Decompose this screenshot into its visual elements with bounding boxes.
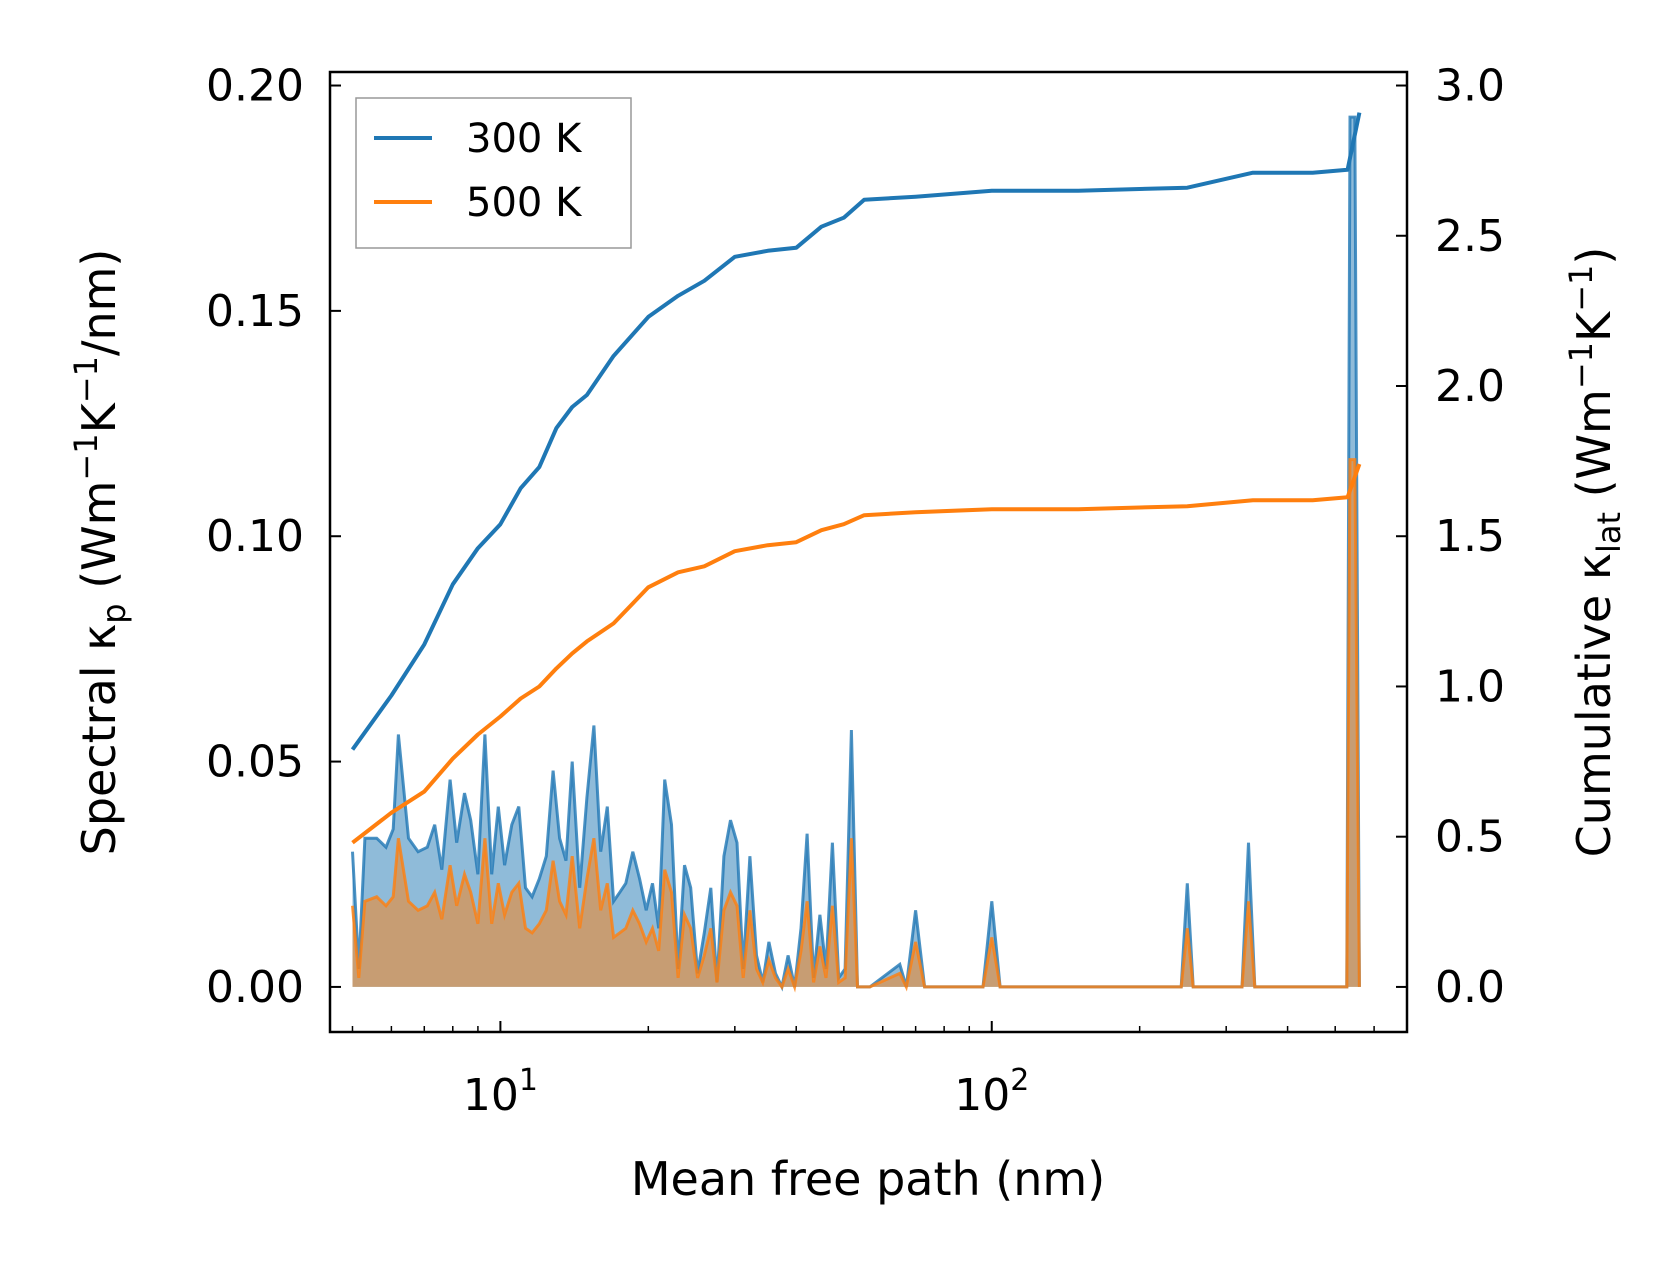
x-tick-label: 102 bbox=[954, 1063, 1029, 1121]
y-axis-label-left: Spectral κp (Wm−1K−1/nm) bbox=[67, 249, 133, 856]
left-tick-label: 0.20 bbox=[206, 61, 304, 112]
spectral-line-500k bbox=[351, 458, 1361, 993]
x-tick-label: 101 bbox=[463, 1063, 538, 1121]
spectral-area-500k bbox=[352, 459, 1360, 987]
left-tick-label: 0.15 bbox=[206, 286, 304, 337]
cumulative-line-300k bbox=[350, 112, 1362, 751]
left-axis: 0.00 0.05 0.10 0.15 0.20 bbox=[206, 61, 341, 1013]
x-axis: 101 102 bbox=[351, 1021, 1408, 1121]
legend-box bbox=[355, 97, 632, 249]
right-tick-label: 1.5 bbox=[1435, 511, 1505, 562]
cumulative-line-500k bbox=[351, 463, 1362, 845]
plot-area bbox=[350, 112, 1362, 993]
left-tick-label: 0.10 bbox=[206, 511, 304, 562]
right-tick-label: 0.0 bbox=[1435, 962, 1505, 1013]
right-tick-label: 2.5 bbox=[1435, 211, 1505, 262]
y-axis-label-right: Cumulative κlat (Wm−1K−1) bbox=[1562, 247, 1628, 858]
x-axis-label: Mean free path (nm) bbox=[631, 1152, 1105, 1206]
right-tick-label: 0.5 bbox=[1435, 812, 1505, 863]
left-tick-label: 0.05 bbox=[206, 737, 304, 788]
legend: 300 K 500 K bbox=[355, 97, 632, 249]
left-tick-label: 0.00 bbox=[206, 962, 304, 1013]
right-tick-label: 3.0 bbox=[1435, 61, 1505, 112]
spectral-line-300k bbox=[351, 115, 1361, 992]
right-tick-label: 2.0 bbox=[1435, 361, 1505, 412]
axes-frame bbox=[328, 70, 1409, 1034]
right-axis: 0.0 0.5 1.0 1.5 2.0 2.5 3.0 bbox=[1396, 61, 1505, 1013]
right-tick-label: 1.0 bbox=[1435, 661, 1505, 712]
legend-label-500k: 500 K bbox=[466, 180, 583, 226]
legend-label-300k: 300 K bbox=[466, 116, 583, 162]
